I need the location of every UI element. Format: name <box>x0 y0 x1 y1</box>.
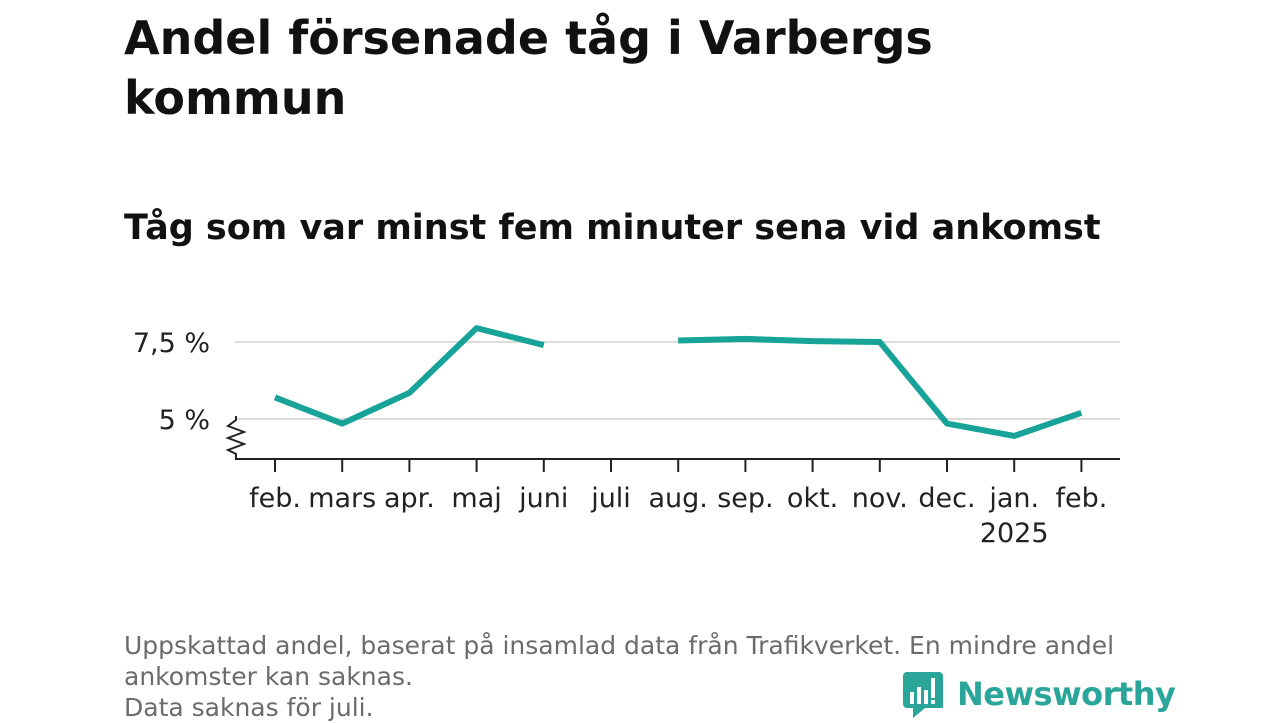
y-tick-label: 5 % <box>159 405 210 436</box>
brand-logo: Newsworthy <box>903 668 1176 720</box>
chart-title: Andel försenade tåg i Varbergs kommun <box>124 11 933 125</box>
series-line-segment <box>678 335 1083 439</box>
x-tick-label: okt. <box>787 483 838 514</box>
x-tick-label: dec. <box>918 483 975 514</box>
x-tick-label: sep. <box>717 483 773 514</box>
axis-break-icon <box>225 416 247 459</box>
series-lines <box>273 325 1083 439</box>
x-tick-label: feb. <box>249 483 301 514</box>
x-tick-label: aug. <box>649 483 708 514</box>
y-tick-label: 7,5 % <box>133 328 210 359</box>
series-line-segment <box>273 325 545 427</box>
x-tick-label: mars <box>308 483 376 514</box>
x-tick-label: maj <box>451 483 501 514</box>
x-tick-label: nov. <box>852 483 908 514</box>
x-tick-label: juli <box>590 483 631 514</box>
footnote: Uppskattad andel, baserat på insamlad da… <box>124 630 1154 723</box>
footnote-line-2: Data saknas för juli. <box>124 693 374 722</box>
gridlines <box>235 341 1120 420</box>
chart-subtitle: Tåg som var minst fem minuter sena vid a… <box>124 208 1101 248</box>
x-tick-label: juni <box>518 483 568 514</box>
x-tick-label: feb. <box>1055 483 1107 514</box>
x-tick-label: jan. <box>988 483 1039 514</box>
y-axis-labels: 5 % 7,5 % <box>133 328 210 436</box>
bar-chart-speech-bubble-icon <box>903 672 943 718</box>
footnote-line-1: Uppskattad andel, baserat på insamlad da… <box>124 631 1115 691</box>
x-axis <box>225 416 1120 472</box>
x-tick-sublabel: 2025 <box>980 518 1049 549</box>
x-axis-labels: feb. mars apr. maj juni juli aug. sep. okt. nov. d… <box>249 483 1107 549</box>
line-chart: 5 %7,5 % feb. mars apr. maj juni juli aug. sep.… <box>133 325 1120 549</box>
brand-name: Newsworthy <box>957 675 1176 713</box>
x-tick-label: apr. <box>384 483 435 514</box>
